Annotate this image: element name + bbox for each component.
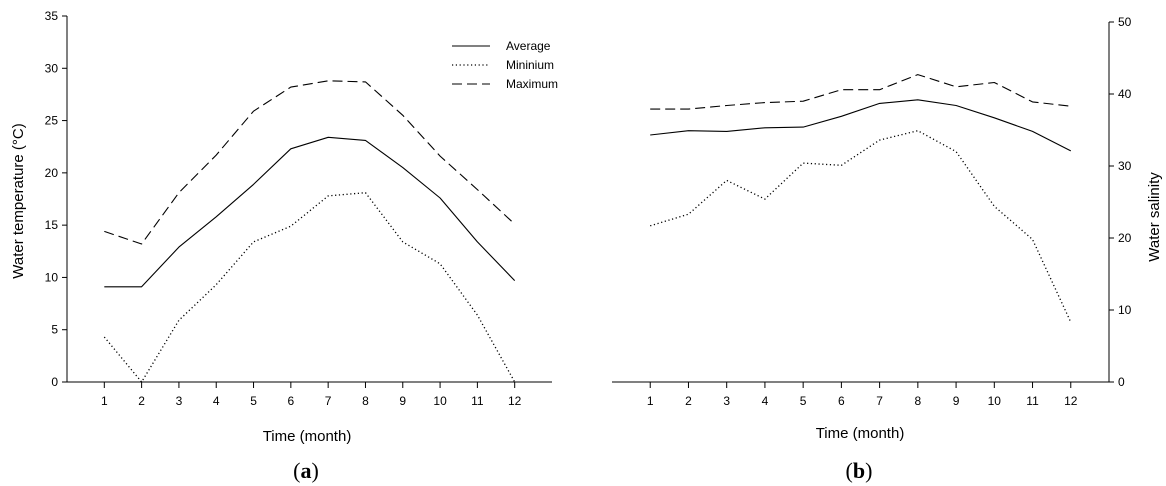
chart-a-x-tick-label: 5: [250, 394, 257, 408]
chart-a-x-tick-label: 4: [213, 394, 220, 408]
chart-a-x-tick-label: 6: [288, 394, 295, 408]
chart-b-y-tick-label: 0: [1118, 375, 1125, 389]
chart-a-x-tick-label: 2: [138, 394, 145, 408]
chart-a-x-tick-label: 7: [325, 394, 332, 408]
legend-label: Mininium: [506, 58, 554, 72]
chart-a-y-tick-label: 0: [51, 375, 58, 389]
chart-b-y-tick-label: 50: [1118, 15, 1132, 29]
chart-a-legend: Average Mininium Maximum: [452, 39, 558, 91]
chart-b-y-tick-label: 20: [1118, 231, 1132, 245]
chart-a-series-line-solid: [104, 136, 516, 288]
chart-b-x-tick-label: 5: [800, 394, 807, 408]
chart-b-series-line-dashed: [650, 74, 1071, 110]
chart-a-y-tick-label: 10: [45, 270, 59, 284]
chart-b-x-tick-label: 6: [838, 394, 845, 408]
chart-b-series: [650, 74, 1072, 323]
chart-a-y-tick-label: 35: [45, 9, 59, 23]
chart-b-x-tick-label: 1: [647, 394, 654, 408]
chart-b-panel-label: (b): [846, 458, 873, 483]
chart-b-x-tick-label: 11: [1026, 394, 1039, 408]
chart-b-series-line-solid: [650, 99, 1072, 152]
chart-a-y-tick-label: 30: [45, 61, 59, 75]
chart-a-x-tick-label: 1: [101, 394, 108, 408]
chart-a-series: [103, 80, 516, 383]
chart-a-series-line-dashed: [104, 80, 516, 245]
chart-a-x-tick-label: 11: [471, 394, 484, 408]
chart-a-x-tick-label: 9: [399, 394, 406, 408]
chart-b-x-tick-label: 4: [762, 394, 769, 408]
chart-a-x-tick-label: 8: [362, 394, 369, 408]
chart-b-x-tick-label: 2: [685, 394, 692, 408]
chart-b-x-tick-label: 12: [1064, 394, 1078, 408]
chart-b-panel-letter: b: [853, 458, 865, 483]
chart-b-x-tick-label: 7: [876, 394, 883, 408]
chart-b-series-line-dotted: [650, 130, 1072, 323]
chart-b-y-tick-label: 40: [1118, 87, 1132, 101]
chart-a-panel-label: (a): [293, 458, 319, 483]
chart-a-ylabel: Water temperature (°C): [10, 123, 27, 278]
chart-a-y-tick-label: 25: [45, 114, 59, 128]
chart-b-x-tick-label: 3: [723, 394, 730, 408]
legend-label: Maximum: [506, 77, 558, 91]
chart-a-x-tick-label: 10: [433, 394, 447, 408]
chart-a-y-tick-label: 5: [51, 323, 58, 337]
chart-b-y-tick-label: 30: [1118, 159, 1132, 173]
chart-a-y-tick-label: 20: [45, 166, 59, 180]
legend-label: Average: [506, 39, 551, 53]
chart-b-y-tick-label: 10: [1118, 303, 1132, 317]
chart-a-x-tick-label: 3: [176, 394, 183, 408]
chart-a-y-tick-label: 15: [45, 218, 59, 232]
chart-b-x-tick-label: 10: [988, 394, 1002, 408]
chart-a-xlabel: Time (month): [263, 428, 352, 445]
chart-b-axes: [612, 22, 1110, 383]
chart-b-x-tick-label: 9: [953, 394, 960, 408]
chart-b-x-tick-label: 8: [915, 394, 922, 408]
chart-a-x-tick-label: 12: [508, 394, 522, 408]
chart-a-series-line-dotted: [103, 192, 516, 383]
chart-a-axes: [66, 16, 552, 383]
chart-a-panel-letter: a: [301, 458, 312, 483]
chart-b-ylabel: Water salinity: [1146, 172, 1163, 262]
chart-b-xlabel: Time (month): [816, 425, 905, 442]
